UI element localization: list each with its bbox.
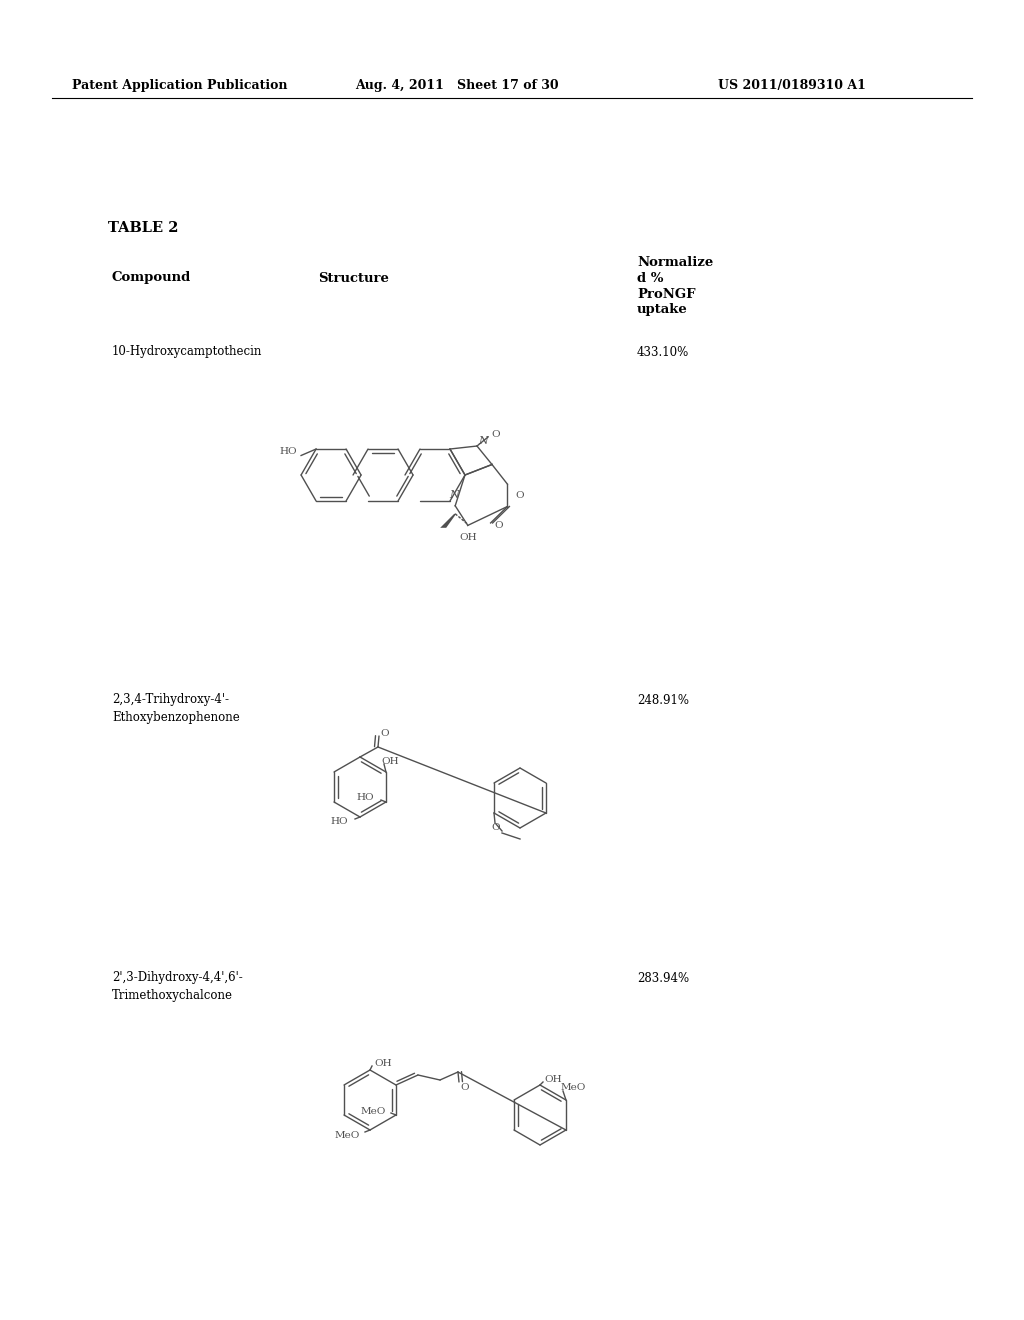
Text: HO: HO xyxy=(280,446,297,455)
Text: 248.91%: 248.91% xyxy=(637,693,689,706)
Text: N: N xyxy=(478,436,487,446)
Text: O: O xyxy=(515,491,524,500)
Text: Patent Application Publication: Patent Application Publication xyxy=(72,78,288,91)
Text: 283.94%: 283.94% xyxy=(637,972,689,985)
Text: uptake: uptake xyxy=(637,304,688,317)
Text: Normalize: Normalize xyxy=(637,256,714,268)
Text: Ethoxybenzophenone: Ethoxybenzophenone xyxy=(112,711,240,725)
Text: Aug. 4, 2011   Sheet 17 of 30: Aug. 4, 2011 Sheet 17 of 30 xyxy=(355,78,559,91)
Text: Trimethoxychalcone: Trimethoxychalcone xyxy=(112,990,233,1002)
Text: MeO: MeO xyxy=(561,1084,587,1093)
Text: N: N xyxy=(450,491,459,500)
Text: O: O xyxy=(460,1084,469,1093)
Polygon shape xyxy=(440,513,457,528)
Text: HO: HO xyxy=(356,793,374,803)
Text: MeO: MeO xyxy=(361,1106,386,1115)
Text: O: O xyxy=(490,429,500,438)
Text: 2',3-Dihydroxy-4,4',6'-: 2',3-Dihydroxy-4,4',6'- xyxy=(112,972,243,985)
Text: OH: OH xyxy=(544,1076,561,1085)
Text: O: O xyxy=(492,822,500,832)
Text: 433.10%: 433.10% xyxy=(637,346,689,359)
Text: OH: OH xyxy=(381,758,398,767)
Text: Compound: Compound xyxy=(112,272,191,285)
Text: HO: HO xyxy=(330,817,347,825)
Text: OH: OH xyxy=(460,533,477,543)
Text: MeO: MeO xyxy=(335,1131,360,1140)
Text: US 2011/0189310 A1: US 2011/0189310 A1 xyxy=(718,78,866,91)
Text: d %: d % xyxy=(637,272,664,285)
Text: TABLE 2: TABLE 2 xyxy=(108,220,178,235)
Text: 2,3,4-Trihydroxy-4'-: 2,3,4-Trihydroxy-4'- xyxy=(112,693,229,706)
Text: ProNGF: ProNGF xyxy=(637,288,695,301)
Text: O: O xyxy=(495,521,503,531)
Text: Structure: Structure xyxy=(318,272,389,285)
Text: OH: OH xyxy=(374,1060,391,1068)
Text: 10-Hydroxycamptothecin: 10-Hydroxycamptothecin xyxy=(112,346,262,359)
Text: O: O xyxy=(380,729,389,738)
